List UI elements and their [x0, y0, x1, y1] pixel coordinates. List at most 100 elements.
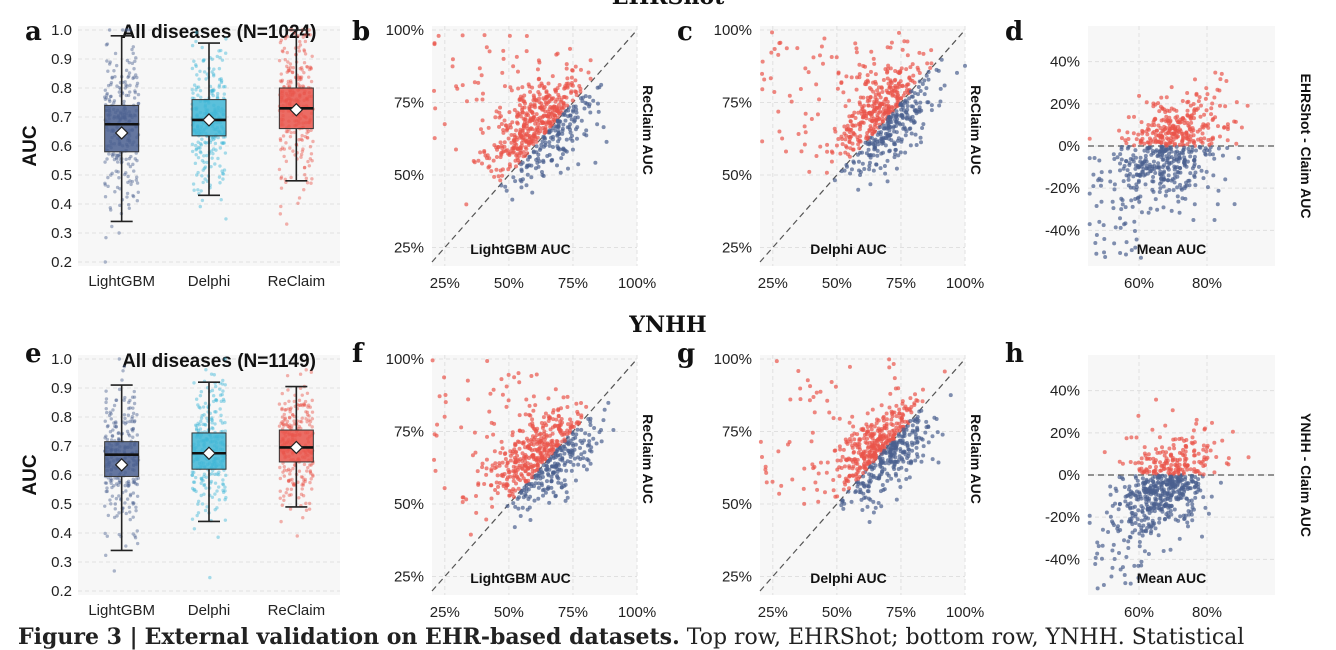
data-point — [116, 186, 119, 189]
data-point — [521, 506, 525, 510]
data-point — [305, 509, 308, 512]
data-point — [127, 432, 130, 435]
data-point — [502, 484, 506, 488]
panel-b: 25%50%75%100%25%50%75%100%LightGBM AUCRe… — [352, 17, 656, 292]
data-point — [135, 176, 138, 179]
data-point — [1144, 164, 1148, 168]
data-point — [892, 428, 896, 432]
data-point — [1210, 495, 1214, 499]
data-point — [773, 47, 777, 51]
data-point — [1127, 145, 1131, 149]
data-point — [1182, 146, 1186, 150]
data-point — [504, 405, 508, 409]
data-point — [1191, 166, 1195, 170]
data-point — [564, 499, 568, 503]
data-point — [843, 169, 847, 173]
data-point — [611, 428, 615, 432]
data-point — [516, 468, 520, 472]
data-point — [1200, 125, 1204, 129]
data-point — [520, 108, 524, 112]
data-point — [869, 156, 873, 160]
data-point — [575, 137, 579, 141]
data-point — [218, 387, 221, 390]
data-point — [887, 365, 891, 369]
data-point — [1121, 202, 1125, 206]
data-point — [280, 407, 283, 410]
data-point — [1120, 147, 1124, 151]
data-point — [201, 502, 204, 505]
data-point — [574, 127, 578, 131]
data-point — [299, 43, 302, 46]
data-point — [818, 53, 822, 57]
data-point — [485, 359, 489, 363]
data-point — [583, 431, 587, 435]
data-point — [922, 444, 926, 448]
data-point — [798, 397, 802, 401]
data-point — [557, 414, 561, 418]
data-point — [535, 373, 539, 377]
data-point — [921, 52, 925, 56]
data-point — [530, 482, 534, 486]
data-point — [197, 511, 200, 514]
data-point — [937, 69, 941, 73]
y-axis-label: ReClaim AUC — [968, 85, 984, 175]
data-point — [1166, 178, 1170, 182]
data-point — [291, 71, 294, 74]
data-point — [286, 51, 289, 54]
data-point — [111, 494, 114, 497]
data-point — [582, 106, 586, 110]
data-point — [923, 431, 927, 435]
data-point — [579, 413, 583, 417]
data-point — [471, 453, 475, 457]
data-point — [919, 136, 923, 140]
y-tick-label: -40% — [1045, 222, 1080, 239]
data-point — [874, 118, 878, 122]
data-point — [199, 189, 202, 192]
data-point — [850, 167, 854, 171]
data-point — [535, 112, 539, 116]
data-point — [128, 157, 131, 160]
data-point — [466, 379, 470, 383]
data-point — [812, 395, 816, 399]
data-point — [118, 90, 121, 93]
data-point — [524, 183, 528, 187]
data-point — [443, 122, 447, 126]
x-tick-label: 50% — [822, 275, 852, 292]
data-point — [1223, 104, 1227, 108]
data-point — [552, 490, 556, 494]
data-point — [543, 457, 547, 461]
data-point — [137, 93, 140, 96]
data-point — [128, 510, 131, 513]
data-point — [846, 152, 850, 156]
data-point — [561, 152, 565, 156]
data-point — [1201, 141, 1205, 145]
data-point — [132, 169, 135, 172]
data-point — [1166, 137, 1170, 141]
data-point — [886, 100, 890, 104]
data-point — [1226, 125, 1230, 129]
data-point — [540, 421, 544, 425]
data-point — [553, 423, 557, 427]
data-point — [810, 439, 814, 443]
data-point — [841, 455, 845, 459]
data-point — [278, 59, 281, 62]
data-point — [908, 475, 912, 479]
data-point — [867, 148, 871, 152]
data-point — [204, 509, 207, 512]
data-point — [579, 428, 583, 432]
data-point — [878, 433, 882, 437]
data-point — [1134, 163, 1138, 167]
data-point — [127, 414, 130, 417]
data-point — [878, 125, 882, 129]
data-point — [1240, 126, 1244, 130]
data-point — [197, 429, 200, 432]
data-point — [224, 37, 227, 40]
data-point — [200, 416, 203, 419]
data-point — [1168, 141, 1172, 145]
data-point — [211, 88, 214, 91]
panel-label: g — [677, 339, 695, 369]
data-point — [1194, 148, 1198, 152]
data-point — [527, 155, 531, 159]
data-point — [902, 125, 906, 129]
